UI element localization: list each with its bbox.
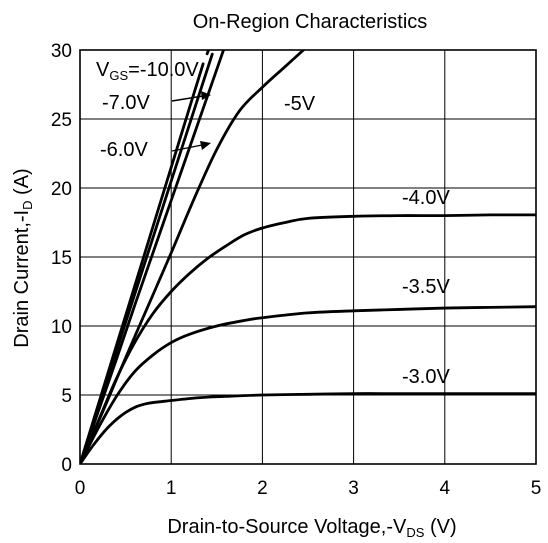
arrowhead-6v [200, 141, 211, 150]
label-3-5v: -3.5V [402, 276, 450, 298]
label-7v: -7.0V [102, 92, 150, 114]
x-tick-label-0: 0 [75, 478, 86, 499]
y-axis-label-main: Drain Current,-I [11, 210, 33, 348]
vgs-label-prefix: V [96, 59, 110, 81]
series-line-4-0V [80, 213, 536, 464]
label-4v: -4.0V [402, 187, 450, 209]
y-tick-label-1: 5 [61, 386, 72, 407]
y-axis-label: Drain Current,-ID (A) [11, 168, 35, 347]
arrow-6v [171, 144, 203, 152]
arrow-7v [171, 95, 204, 102]
x-axis-label: Drain-to-Source Voltage,-VDS (V) [167, 516, 456, 540]
y-tick-label-2: 10 [51, 317, 72, 338]
x-tick-label-3: 3 [348, 478, 359, 499]
y-axis-label-tail: (A) [11, 168, 33, 200]
y-tick-label-5: 25 [51, 110, 72, 131]
x-tick-label-5: 5 [531, 478, 542, 499]
label-5v: -5V [284, 93, 316, 115]
vgs-label-subscript: GS [109, 68, 128, 83]
chart-title: On-Region Characteristics [193, 11, 428, 33]
y-tick-labels: 0 5 10 15 20 25 30 [51, 41, 72, 476]
x-tick-label-4: 4 [440, 478, 451, 499]
vgs-label-value: =-10.0V [128, 59, 199, 81]
x-axis-label-tail: (V) [424, 516, 456, 538]
label-6v: -6.0V [100, 139, 148, 161]
series-line-7-0V [80, 52, 214, 464]
x-tick-label-1: 1 [166, 478, 177, 499]
x-axis-label-subscript: DS [406, 525, 424, 540]
x-axis-label-main: Drain-to-Source Voltage,-V [167, 516, 407, 538]
y-tick-label-0: 0 [61, 455, 72, 476]
arrowhead-7v [201, 91, 211, 100]
plot-frame [79, 49, 537, 465]
y-tick-label-4: 20 [51, 179, 72, 200]
series-curves [80, 50, 536, 464]
series-dash-10-0V [188, 50, 211, 110]
series-line-3-5V [80, 305, 536, 464]
series-line-6-0V [80, 50, 226, 464]
series-line-3-0V [80, 392, 536, 464]
y-axis-label-subscript: D [20, 201, 35, 210]
x-tick-labels: 0 1 2 3 4 5 [75, 478, 542, 499]
x-tick-label-2: 2 [257, 478, 268, 499]
y-tick-label-6: 30 [51, 41, 72, 62]
vgs-label: VGS=-10.0V [96, 59, 199, 83]
y-tick-label-3: 15 [51, 248, 72, 269]
label-3v: -3.0V [402, 366, 450, 388]
